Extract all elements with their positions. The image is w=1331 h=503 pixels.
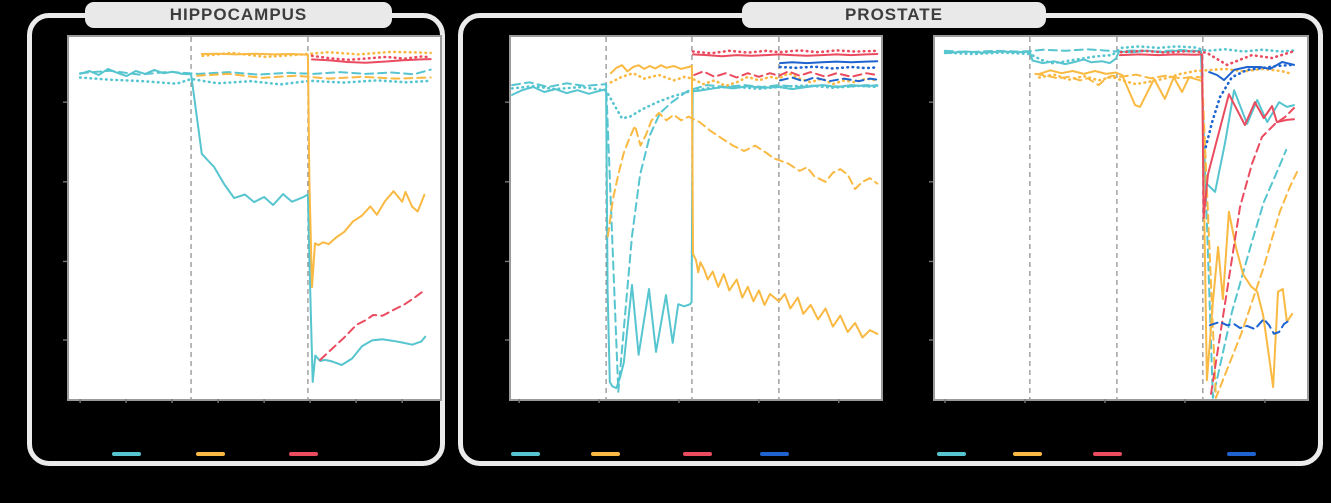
hippocampus-title: HIPPOCAMPUS <box>169 5 308 24</box>
series-teal-dashed <box>511 81 879 393</box>
legend-prostate-right <box>0 452 1331 458</box>
legend-swatch-blue <box>1227 452 1256 456</box>
legend-swatch-teal <box>937 452 966 456</box>
prostate-title-pill: PROSTATE <box>742 2 1046 28</box>
series-yellow-solid <box>200 52 426 289</box>
series-red-dotted <box>691 49 879 55</box>
series-red-dashed <box>693 70 879 79</box>
series-red-dashed <box>1210 107 1295 395</box>
prostate-title: PROSTATE <box>844 5 944 24</box>
series-teal-dashed <box>79 68 432 76</box>
legend-swatch-yellow <box>591 452 620 456</box>
series-blue-dotted <box>778 65 879 70</box>
series-yellow-dashed <box>1034 72 1298 399</box>
hippocampus-title-pill: HIPPOCAMPUS <box>85 2 392 28</box>
chart-canvas <box>929 37 1298 403</box>
legend-swatch-teal <box>112 452 141 456</box>
series-blue-solid <box>779 60 879 65</box>
series-red-solid <box>692 53 879 58</box>
legend-hippocampus <box>0 452 1331 458</box>
legend-swatch-blue <box>760 452 789 456</box>
series-red-solid <box>311 58 432 64</box>
legend-swatch-red <box>683 452 712 456</box>
series-red-solid <box>1118 53 1295 219</box>
legend-swatch-yellow <box>196 452 225 456</box>
prostate-plot-left <box>505 35 883 403</box>
series-yellow-dotted <box>1037 67 1294 86</box>
chart-canvas <box>505 37 879 403</box>
series-blue-dashed <box>779 76 879 83</box>
legend-prostate-left <box>0 452 1331 458</box>
series-teal-dotted <box>78 76 433 86</box>
series-red-dotted <box>310 54 433 62</box>
legend-swatch-yellow <box>1013 452 1042 456</box>
series-yellow-dotted <box>201 50 433 59</box>
series-teal-solid <box>79 67 427 383</box>
series-teal-dotted <box>510 84 879 120</box>
series-yellow-solid <box>1038 69 1294 389</box>
series-yellow-solid <box>609 64 879 339</box>
series-blue-dashed <box>1208 318 1291 335</box>
legend-swatch-red <box>289 452 318 456</box>
series-red-dotted <box>1119 49 1294 67</box>
series-yellow-dotted <box>609 71 879 88</box>
series-yellow-dashed <box>606 112 879 238</box>
hippocampus-plot <box>63 35 442 403</box>
chart-canvas <box>63 37 433 403</box>
series-teal-dotted <box>943 45 1298 65</box>
series-blue-dotted <box>1204 63 1294 149</box>
series-red-dashed <box>319 290 425 361</box>
series-teal-solid <box>511 84 879 390</box>
series-blue-solid <box>1208 61 1295 82</box>
legend-swatch-teal <box>511 452 540 456</box>
series-teal-dashed <box>944 48 1288 399</box>
prostate-plot-right <box>929 35 1309 403</box>
legend-swatch-red <box>1093 452 1122 456</box>
